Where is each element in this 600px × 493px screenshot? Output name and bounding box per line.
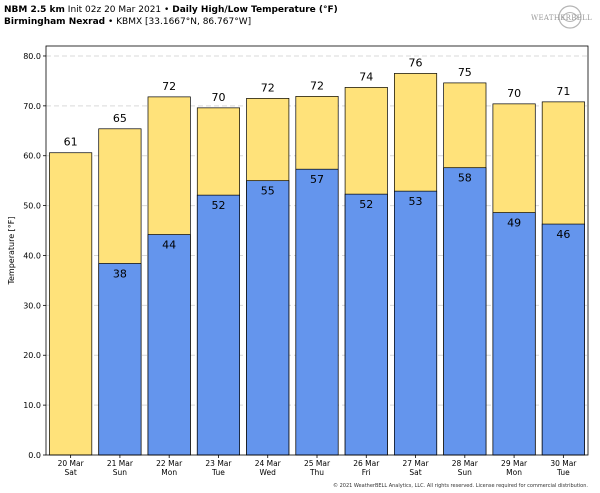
location-name: Birmingham Nexrad — [4, 17, 106, 27]
y-tick-label: 40.0 — [23, 251, 41, 260]
x-tick-day-label: Wed — [260, 468, 277, 477]
x-tick-date-label: 25 Mar — [304, 459, 331, 468]
chart-header-line1: NBM 2.5 km Init 02z 20 Mar 2021 • Daily … — [4, 4, 338, 16]
high-value-label: 72 — [310, 79, 324, 92]
low-bar — [394, 190, 438, 456]
y-tick-label: 10.0 — [23, 401, 41, 410]
x-tick-date-label: 20 Mar — [58, 459, 85, 468]
x-tick-day-label: Mon — [161, 468, 177, 477]
high-value-label: 70 — [211, 91, 225, 104]
low-value-label: 58 — [458, 172, 472, 185]
x-tick-date-label: 26 Mar — [353, 459, 380, 468]
x-tick-day-label: Tue — [211, 468, 225, 477]
chart-title: Daily High/Low Temperature (°F) — [172, 5, 338, 15]
x-tick-date-label: 22 Mar — [156, 459, 183, 468]
low-value-label: 53 — [409, 195, 423, 208]
copyright-notice: © 2021 WeatherBELL Analytics, LLC. All r… — [333, 483, 588, 489]
x-tick-date-label: 24 Mar — [255, 459, 282, 468]
x-tick-day-label: Mon — [506, 468, 522, 477]
y-tick-label: 60.0 — [23, 152, 41, 161]
x-tick-date-label: 27 Mar — [403, 459, 430, 468]
y-tick-label: 70.0 — [23, 102, 41, 111]
y-tick-label: 50.0 — [23, 202, 41, 211]
x-tick-day-label: Fri — [362, 468, 371, 477]
low-bar — [246, 180, 290, 456]
low-value-label: 52 — [359, 198, 373, 211]
station-info: KBMX [33.1667°N, 86.767°W] — [116, 17, 252, 27]
low-bar — [492, 212, 536, 456]
low-bar — [147, 234, 191, 456]
high-value-label: 70 — [507, 87, 521, 100]
x-tick-date-label: 30 Mar — [550, 459, 577, 468]
low-value-label: 55 — [261, 185, 275, 198]
x-tick-day-label: Tue — [556, 468, 570, 477]
high-value-label: 61 — [64, 136, 78, 149]
weatherbell-logo-icon — [558, 5, 582, 29]
x-tick-day-label: Sat — [409, 468, 421, 477]
x-tick-day-label: Sat — [64, 468, 76, 477]
high-value-label: 72 — [261, 81, 275, 94]
high-bar — [49, 152, 93, 456]
low-value-label: 44 — [162, 239, 176, 252]
low-bar — [295, 168, 339, 456]
chart-header-line2: Birmingham Nexrad • KBMX [33.1667°N, 86.… — [4, 16, 251, 28]
y-tick-label: 0.0 — [28, 451, 41, 460]
x-tick-date-label: 23 Mar — [205, 459, 232, 468]
logo-text: WEATHERBELL — [531, 14, 592, 22]
high-value-label: 76 — [409, 56, 423, 69]
x-tick-day-label: Sun — [458, 468, 473, 477]
low-bar — [196, 194, 240, 456]
header-bullet: • — [164, 5, 170, 15]
plot-frame — [45, 45, 589, 456]
high-value-label: 72 — [162, 80, 176, 93]
low-value-label: 38 — [113, 267, 127, 280]
model-name: NBM 2.5 km — [4, 5, 65, 15]
high-value-label: 65 — [113, 112, 127, 125]
high-value-label: 71 — [556, 85, 570, 98]
low-value-label: 52 — [211, 199, 225, 212]
low-value-label: 57 — [310, 173, 324, 186]
x-tick-day-label: Thu — [309, 468, 324, 477]
low-value-label: 49 — [507, 217, 521, 230]
y-tick-label: 80.0 — [23, 52, 41, 61]
y-tick-label: 30.0 — [23, 301, 41, 310]
low-bar — [541, 223, 585, 456]
low-bar — [443, 167, 487, 456]
low-bar — [98, 263, 142, 456]
init-time: Init 02z 20 Mar 2021 — [67, 5, 162, 15]
y-tick-label: 20.0 — [23, 351, 41, 360]
high-value-label: 75 — [458, 66, 472, 79]
low-bar — [344, 193, 388, 456]
low-value-label: 46 — [556, 228, 570, 241]
x-tick-day-label: Sun — [113, 468, 128, 477]
high-value-label: 74 — [359, 70, 373, 83]
x-tick-date-label: 28 Mar — [452, 459, 479, 468]
x-tick-date-label: 21 Mar — [107, 459, 134, 468]
x-tick-date-label: 29 Mar — [501, 459, 528, 468]
header-bullet-2: • — [107, 17, 114, 27]
y-axis-label: Temperature [°F] — [7, 216, 16, 285]
